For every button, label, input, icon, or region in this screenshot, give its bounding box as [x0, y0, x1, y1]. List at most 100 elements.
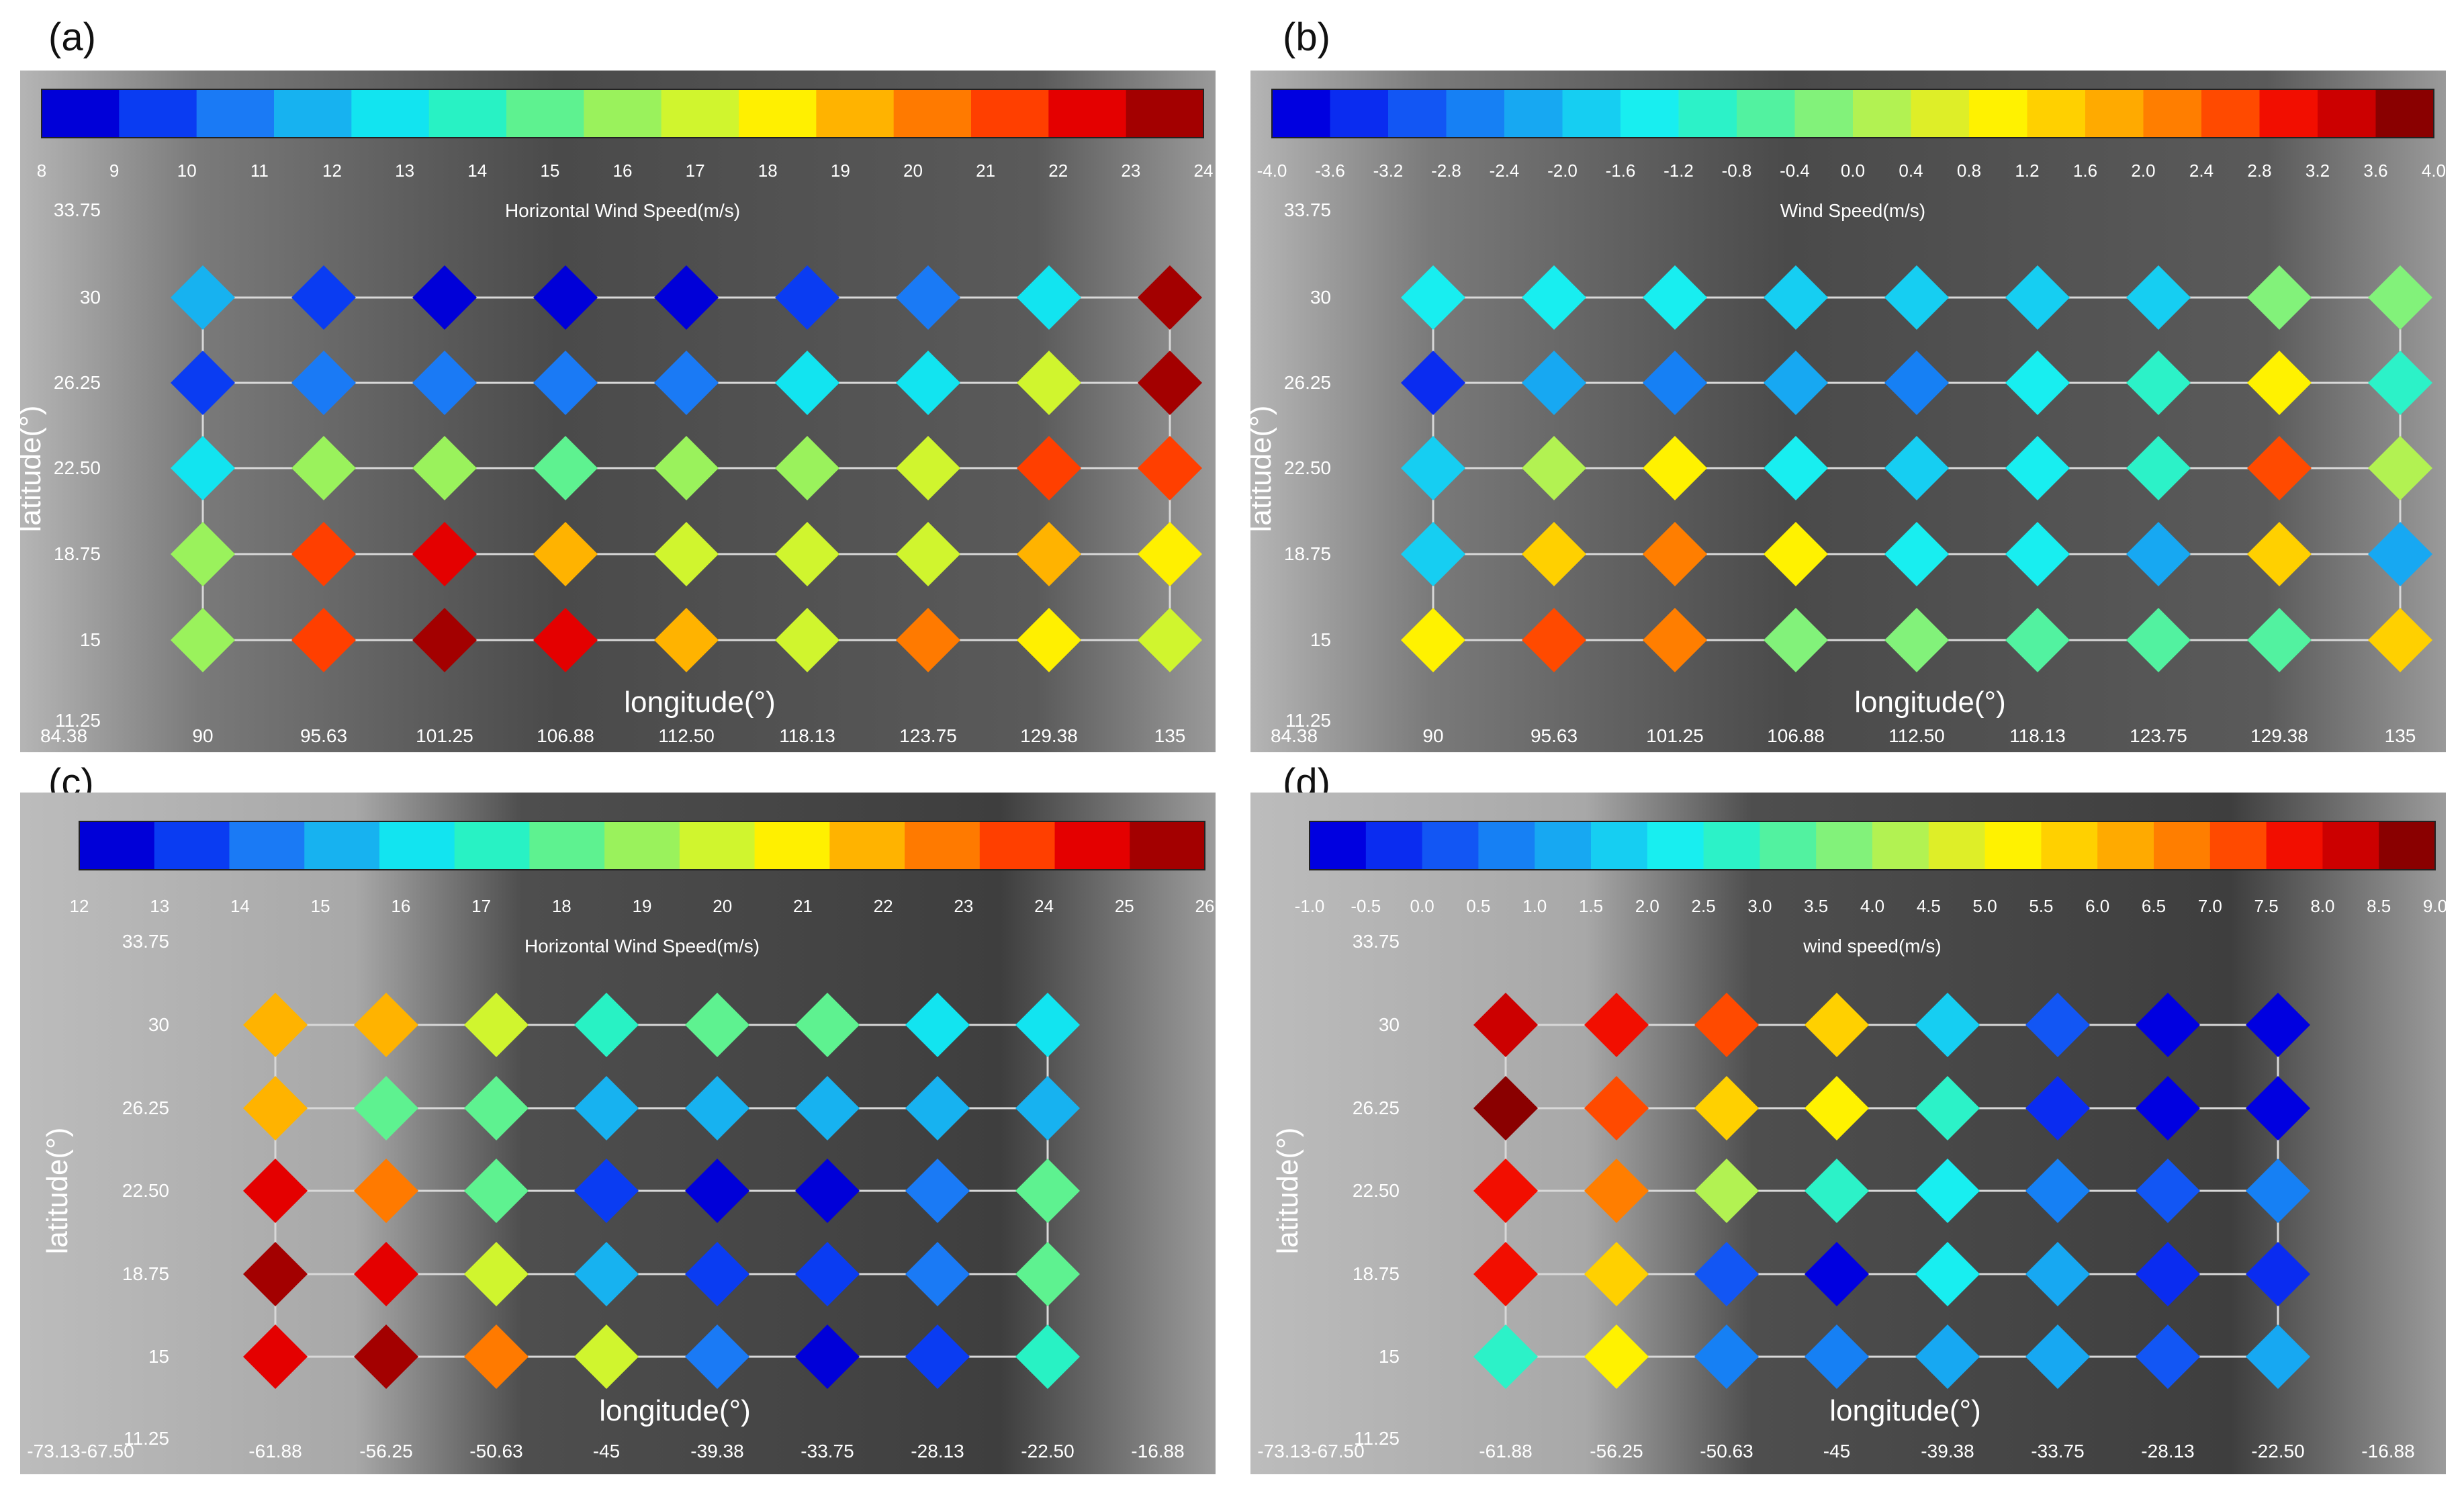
colorbar-swatch — [2143, 89, 2202, 138]
data-marker — [291, 608, 356, 672]
data-marker — [2136, 1159, 2200, 1223]
x-tick-label: -56.25 — [359, 1441, 412, 1461]
data-marker — [574, 1159, 639, 1223]
data-marker — [1522, 436, 1586, 500]
y-tick-label: 33.75 — [54, 199, 101, 220]
data-marker — [775, 522, 839, 586]
x-tick-label: 135 — [2385, 725, 2416, 746]
y-tick-label: 11.25 — [124, 1428, 169, 1449]
data-marker — [1401, 436, 1465, 500]
colorbar-tick-label: 2.0 — [2131, 161, 2155, 181]
colorbar-border — [79, 821, 1205, 870]
colorbar-tick-label: 2.5 — [1692, 896, 1716, 916]
colorbar-tick-label: -4.0 — [1257, 161, 1287, 181]
data-marker — [1884, 351, 1949, 415]
colorbar-tick-label: 23 — [954, 896, 973, 916]
colorbar-swatch — [1703, 821, 1760, 870]
colorbar-tick-label: 3.2 — [2306, 161, 2330, 181]
colorbar-tick-label: 13 — [395, 161, 414, 181]
data-marker — [795, 993, 860, 1057]
data-marker — [1915, 1242, 1980, 1306]
x-axis-label: longitude(°) — [599, 1394, 751, 1427]
x-tick-label: 112.50 — [1888, 725, 1945, 746]
x-tick-label: -33.75 — [2031, 1441, 2084, 1461]
colorbar-tick-label: 0.0 — [1841, 161, 1865, 181]
x-tick-label: 95.63 — [1531, 725, 1578, 746]
colorbar-swatch — [529, 821, 605, 870]
colorbar-swatch — [1647, 821, 1704, 870]
y-tick-label: 22.50 — [1284, 457, 1331, 478]
x-axis-label: longitude(°) — [624, 686, 776, 719]
data-marker — [1138, 265, 1202, 330]
colorbar-tick-label: 18 — [758, 161, 778, 181]
colorbar-tick-label: -2.4 — [1490, 161, 1520, 181]
data-marker — [2005, 522, 2070, 586]
data-marker — [1694, 1159, 1759, 1223]
data-marker — [2025, 993, 2090, 1057]
y-tick-label: 22.50 — [122, 1180, 169, 1201]
data-marker — [1805, 1324, 1869, 1389]
data-marker — [2126, 436, 2191, 500]
data-marker — [1522, 608, 1586, 672]
x-axis-label: longitude(°) — [1829, 1394, 1981, 1427]
colorbar-title: wind speed(m/s) — [1803, 936, 1941, 956]
data-marker — [2246, 1324, 2310, 1389]
x-tick-label: -16.88 — [1131, 1441, 1184, 1461]
colorbar-swatch — [979, 821, 1056, 870]
data-marker — [412, 608, 477, 672]
data-marker — [1805, 993, 1869, 1057]
y-tick-label: 26.25 — [1353, 1097, 1400, 1118]
data-marker — [464, 1324, 529, 1389]
colorbar-swatch — [454, 821, 530, 870]
data-marker — [1473, 1242, 1538, 1306]
colorbar-title: Horizontal Wind Speed(m/s) — [505, 200, 740, 221]
data-marker — [1884, 265, 1949, 330]
colorbar-swatch — [1504, 89, 1563, 138]
colorbar-swatch — [2201, 89, 2260, 138]
colorbar-swatch — [1126, 89, 1204, 138]
data-marker — [464, 993, 529, 1057]
colorbar-tick-label: 26 — [1195, 896, 1215, 916]
colorbar-swatch — [119, 89, 197, 138]
data-marker — [1694, 993, 1759, 1057]
colorbar-swatch — [154, 821, 230, 870]
colorbar-swatch — [1794, 89, 1854, 138]
colorbar-tick-label: 16 — [613, 161, 633, 181]
data-marker — [171, 522, 235, 586]
colorbar-swatch — [1446, 89, 1505, 138]
data-marker — [2136, 1324, 2200, 1389]
data-marker — [1643, 608, 1707, 672]
data-marker — [2005, 608, 2070, 672]
x-tick-label: 123.75 — [2130, 725, 2187, 746]
y-tick-label: 15 — [80, 629, 101, 650]
data-marker — [1643, 351, 1707, 415]
colorbar-swatch — [1984, 821, 2042, 870]
data-marker — [354, 1324, 418, 1389]
colorbar-swatch — [1591, 821, 1648, 870]
data-marker — [1473, 1076, 1538, 1140]
x-tick-label: 118.13 — [2009, 725, 2066, 746]
data-marker — [1017, 265, 1081, 330]
colorbar-tick-label: 24 — [1194, 161, 1214, 181]
x-tick-label: -33.75 — [801, 1441, 854, 1461]
colorbar-swatch — [829, 821, 905, 870]
data-marker — [1764, 522, 1828, 586]
colorbar-swatch — [2085, 89, 2144, 138]
data-marker — [2246, 993, 2310, 1057]
x-tick-label: -45 — [593, 1441, 620, 1461]
data-marker — [685, 1076, 749, 1140]
colorbar-tick-label: 17 — [686, 161, 705, 181]
data-marker — [2246, 1076, 2310, 1140]
data-marker — [2247, 351, 2312, 415]
data-marker — [2005, 265, 2070, 330]
colorbar-tick-label: 13 — [150, 896, 169, 916]
colorbar-tick-label: 4.0 — [1860, 896, 1884, 916]
y-tick-label: 11.25 — [55, 710, 101, 731]
y-axis-label: latitude(°) — [1271, 1128, 1304, 1255]
colorbar-swatch — [304, 821, 380, 870]
y-tick-label: 33.75 — [1353, 931, 1400, 952]
data-marker — [1138, 522, 1202, 586]
data-marker — [464, 1242, 529, 1306]
y-tick-label: 26.25 — [122, 1097, 169, 1118]
data-marker — [2025, 1324, 2090, 1389]
